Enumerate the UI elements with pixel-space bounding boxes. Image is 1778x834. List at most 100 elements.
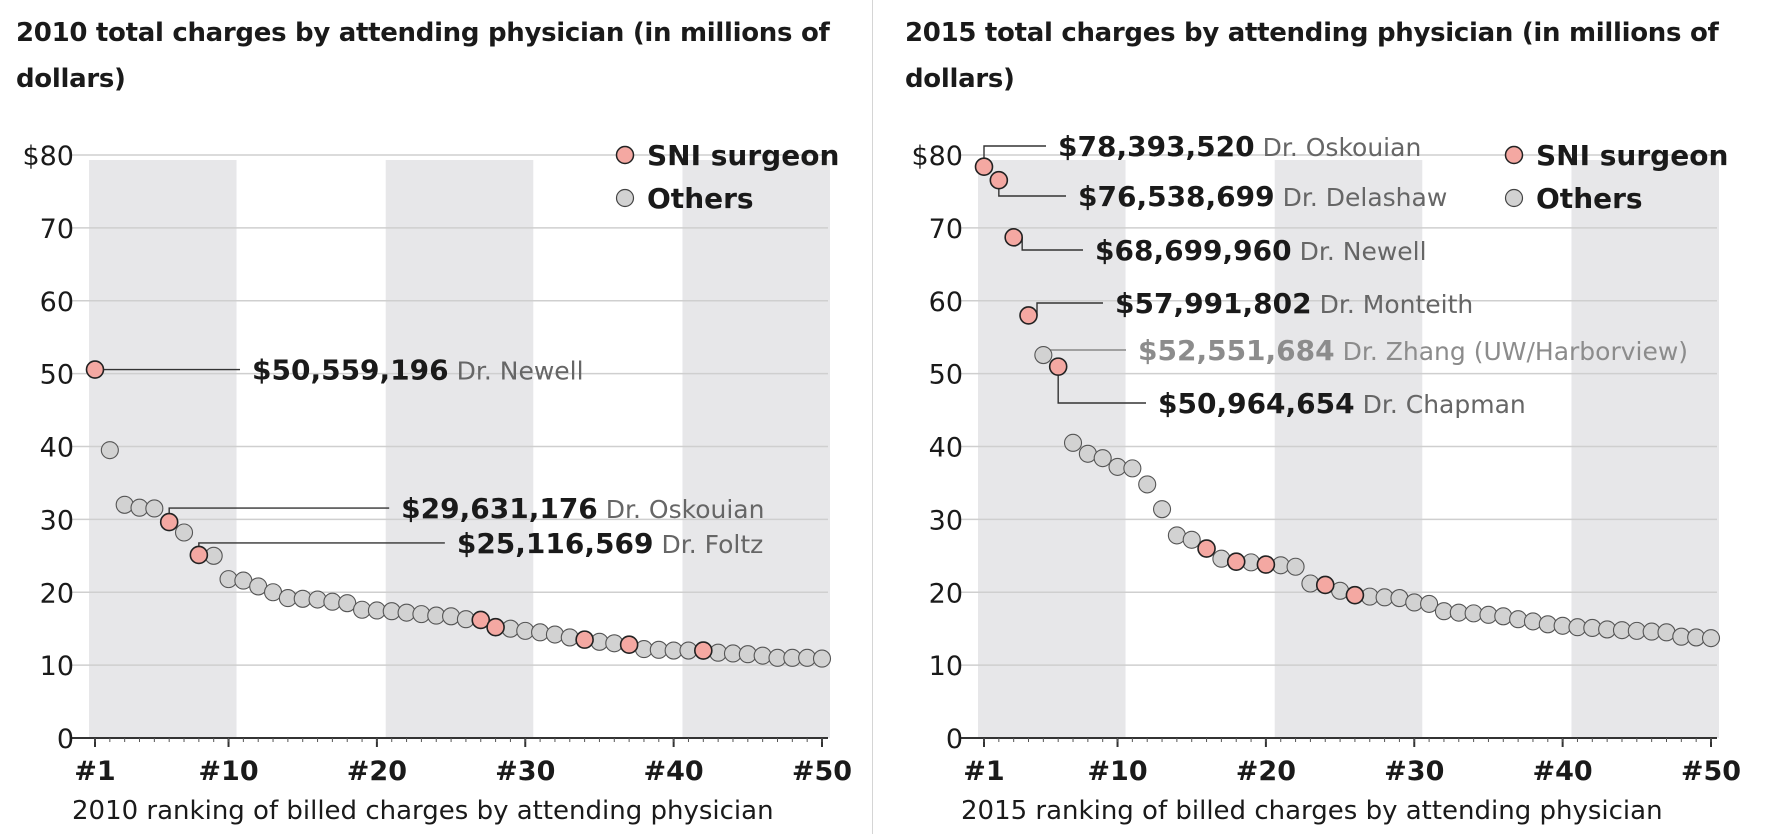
data-point-other [1093, 449, 1112, 468]
data-point-other [812, 649, 832, 668]
data-point-other [1034, 345, 1053, 365]
annotation-name: Dr. Oskouian [1263, 133, 1422, 162]
data-point-other [1523, 612, 1543, 631]
data-point-other [545, 625, 564, 644]
y-tick-label: 50 [929, 360, 963, 391]
x-tick-label: #50 [792, 756, 852, 787]
annotation-leader-line [1057, 375, 1146, 404]
x-tick-label: #40 [1533, 756, 1593, 787]
annotation-label: $50,964,654 Dr. Chapman [1158, 387, 1526, 420]
y-tick-label: 0 [57, 724, 74, 755]
data-point-sni [1048, 357, 1068, 376]
y-tick-label: 30 [40, 505, 74, 536]
legend-marker-others [615, 188, 635, 208]
y-tick-label: 60 [40, 287, 74, 318]
data-point-other [115, 495, 134, 514]
y-tick-label: 20 [929, 578, 963, 609]
annotation-label: $25,116,569 Dr. Foltz [457, 527, 763, 560]
data-point-other [308, 590, 327, 609]
y-tick-label: 10 [40, 651, 74, 682]
annotation-name: Dr. Delashaw [1283, 183, 1448, 212]
shaded-band [978, 160, 1126, 738]
x-axis-label: 2010 ranking of billed charges by attend… [72, 796, 774, 826]
shaded-band [1571, 160, 1719, 738]
annotation-label: $76,538,699 Dr. Delashaw [1078, 180, 1447, 213]
data-point-other [1212, 549, 1231, 568]
legend-label-sni: SNI surgeon [1536, 139, 1728, 172]
y-tick-label: 0 [946, 724, 963, 755]
annotation-name: Dr. Zhang (UW/Harborview) [1343, 337, 1688, 366]
x-tick-label: #30 [1384, 756, 1444, 787]
x-axis-label: 2015 ranking of billed charges by attend… [961, 796, 1663, 826]
annotation-leader-line [1021, 237, 1083, 251]
data-point-other [174, 523, 194, 542]
annotation-name: Dr. Chapman [1363, 390, 1526, 419]
y-tick-label: 50 [40, 360, 74, 391]
data-point-sni [1256, 555, 1276, 574]
data-point-other [1701, 629, 1721, 648]
legend-label-others: Others [1536, 182, 1643, 215]
data-point-sni [1345, 585, 1365, 605]
x-tick-label: #20 [1236, 756, 1296, 787]
data-point-other [1123, 459, 1142, 478]
data-point-sni [1197, 539, 1216, 558]
legend-label-sni: SNI surgeon [647, 139, 839, 172]
annotation-name: Dr. Foltz [661, 530, 763, 559]
chart-title: 2015 total charges by attending physicia… [905, 18, 1719, 94]
chart-panel-2015: 2015 total charges by attending physicia… [889, 0, 1749, 834]
legend-marker-sni [615, 145, 635, 165]
x-tick-label: #50 [1681, 756, 1741, 787]
annotation-amount: $29,631,176 [401, 492, 598, 525]
annotation-label: $78,393,520 Dr. Oskouian [1058, 130, 1421, 163]
data-point-other [1420, 594, 1439, 613]
data-point-sni [159, 512, 179, 532]
x-tick-label: #10 [198, 756, 258, 787]
data-point-sni [694, 641, 713, 660]
data-point-other [1138, 475, 1157, 494]
data-point-other [531, 623, 550, 642]
scatter-chart-2015: $80 70 60 50 40 30 20 10 0#1 #10 #20 #30 #40 #50 2015 … [911, 130, 1741, 826]
y-tick-label: 70 [929, 214, 963, 245]
y-tick-label: 30 [929, 505, 963, 536]
data-point-sni [1019, 306, 1038, 325]
annotation-label: $57,991,802 Dr. Monteith [1115, 287, 1473, 320]
data-point-other [1494, 607, 1513, 626]
data-point-other [1063, 433, 1083, 452]
data-point-sni [1226, 552, 1246, 571]
data-point-sni [471, 610, 491, 630]
x-tick-label: #10 [1087, 756, 1147, 787]
annotation-amount: $25,116,569 [457, 527, 654, 560]
annotation-name: Dr. Newell [457, 357, 584, 386]
x-tick-label: #40 [644, 756, 704, 787]
scatter-chart-2010: $80 70 60 50 40 30 20 10 0#1 #10 #20 #30 #40 #50 2010 … [22, 139, 852, 826]
data-point-sni [1315, 575, 1335, 595]
annotation-name: Dr. Newell [1300, 237, 1427, 266]
data-point-sni [575, 630, 594, 649]
y-tick-label: 40 [40, 433, 74, 464]
data-point-sni [974, 157, 994, 177]
shaded-band [385, 160, 534, 738]
data-point-other [1286, 557, 1305, 576]
annotation-leader-line [1036, 302, 1103, 316]
x-tick-label: #1 [74, 756, 115, 787]
annotation-name: Dr. Oskouian [606, 495, 765, 524]
x-tick-label: #30 [495, 756, 555, 787]
annotation-leader-line [998, 188, 1066, 197]
annotation-amount: $50,559,196 [252, 354, 449, 387]
data-point-other [338, 594, 357, 613]
annotation-leader-line [168, 507, 390, 514]
shaded-band [682, 160, 830, 738]
data-point-sni [85, 360, 105, 379]
annotation-label: $29,631,176 Dr. Oskouian [401, 492, 764, 525]
panel-divider [872, 0, 873, 834]
annotation-amount: $68,699,960 [1095, 234, 1292, 267]
y-tick-label: 10 [929, 651, 963, 682]
y-tick-label: 70 [40, 214, 74, 245]
y-tick-label: 40 [929, 433, 963, 464]
data-point-other [100, 441, 119, 460]
annotation-label: $50,559,196 Dr. Newell [252, 354, 584, 387]
shaded-band [1274, 160, 1423, 738]
chart-panel-2010: 2010 total charges by attending physicia… [0, 0, 860, 834]
y-tick-label: 20 [40, 578, 74, 609]
legend-label-others: Others [647, 182, 754, 215]
